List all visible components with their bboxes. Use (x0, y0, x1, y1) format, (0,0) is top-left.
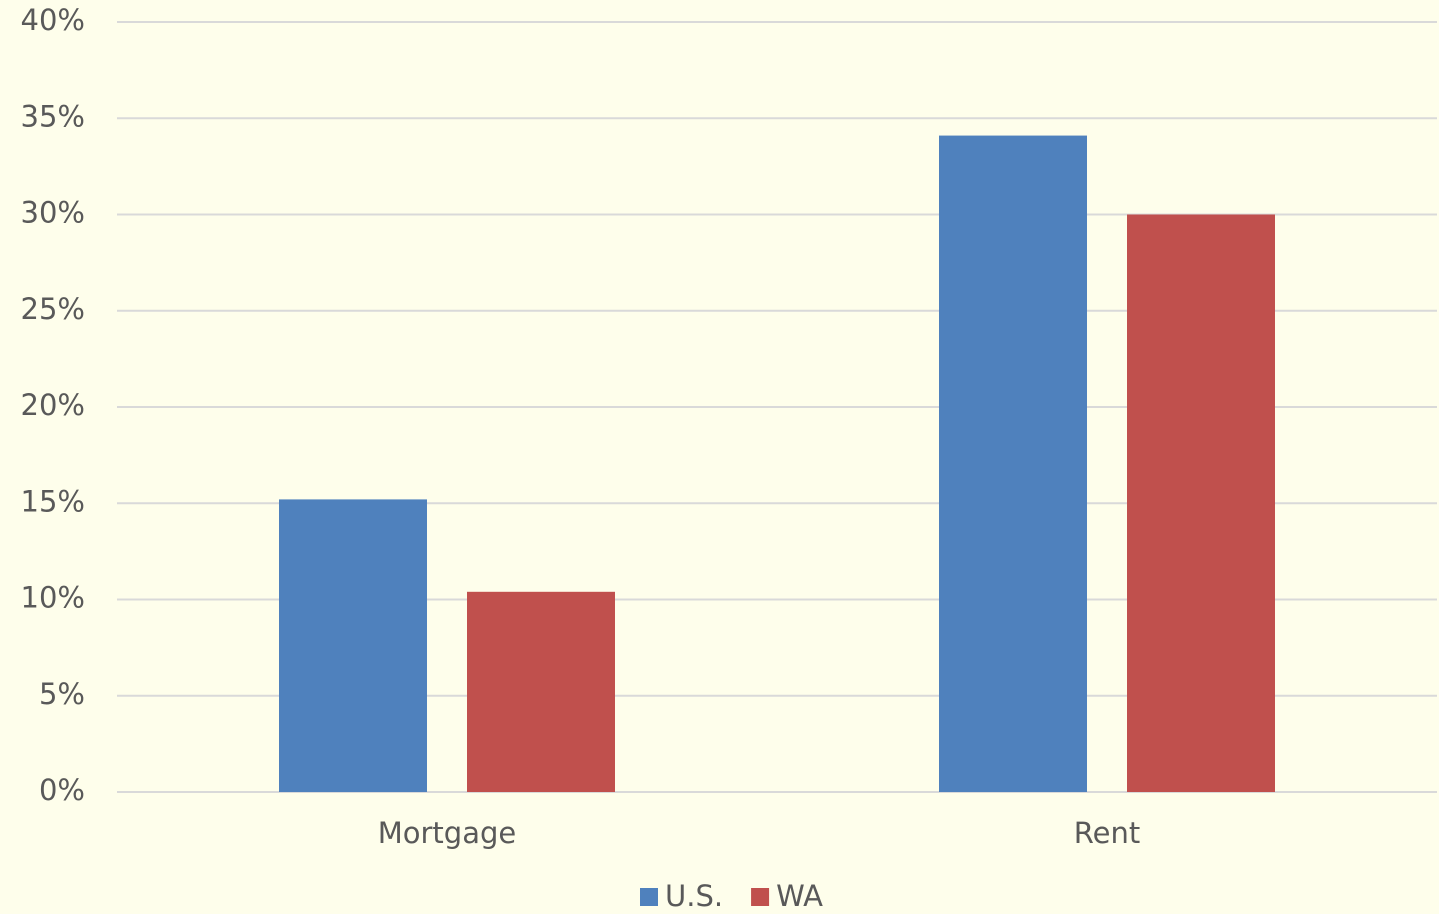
y-tick-label: 30% (21, 196, 85, 230)
legend-swatch (640, 888, 658, 906)
bar (939, 135, 1087, 792)
x-tick-label: Rent (1074, 816, 1140, 850)
y-tick-label: 40% (21, 3, 85, 37)
y-tick-label: 5% (39, 677, 85, 711)
y-tick-label: 0% (39, 773, 85, 807)
bar (1127, 214, 1275, 792)
y-tick-label: 10% (21, 581, 85, 615)
y-tick-label: 35% (21, 99, 85, 133)
y-tick-label: 15% (21, 484, 85, 518)
legend-swatch (751, 888, 770, 906)
bar (467, 591, 615, 792)
bar (279, 499, 427, 792)
legend-label: WA (776, 879, 823, 913)
x-tick-label: Mortgage (378, 816, 517, 850)
y-tick-label: 25% (21, 292, 85, 326)
y-tick-label: 20% (21, 388, 85, 422)
legend-label: U.S. (665, 879, 723, 913)
